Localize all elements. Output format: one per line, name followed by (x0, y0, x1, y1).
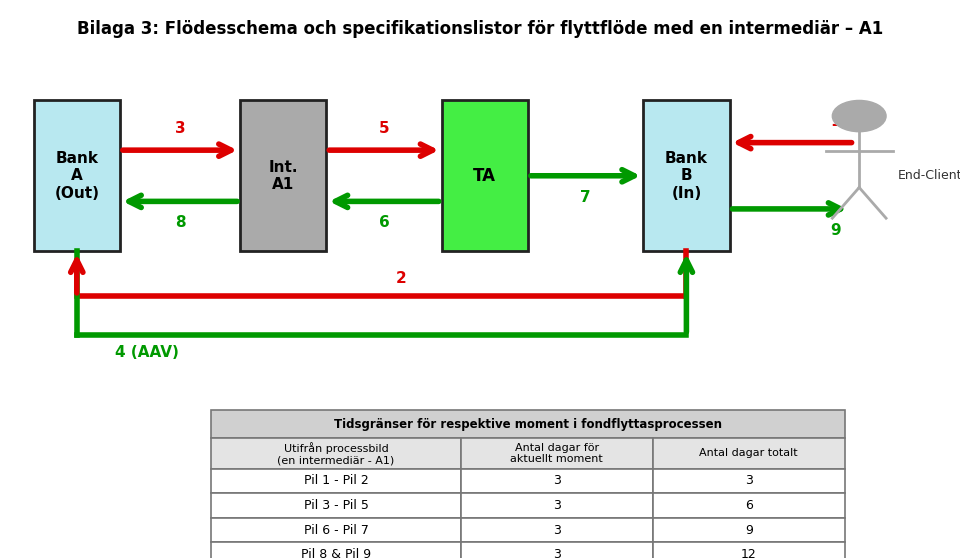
Text: 4 (AAV): 4 (AAV) (115, 345, 180, 360)
Text: Pil 1 - Pil 2: Pil 1 - Pil 2 (303, 474, 369, 488)
FancyBboxPatch shape (653, 469, 845, 493)
FancyBboxPatch shape (211, 518, 461, 542)
FancyBboxPatch shape (653, 542, 845, 558)
FancyBboxPatch shape (34, 100, 120, 251)
FancyBboxPatch shape (653, 518, 845, 542)
FancyBboxPatch shape (461, 542, 653, 558)
Text: Antal dagar för
aktuellt moment: Antal dagar för aktuellt moment (511, 442, 603, 464)
Text: Pil 3 - Pil 5: Pil 3 - Pil 5 (303, 499, 369, 512)
Text: End-Client: End-Client (898, 169, 960, 182)
Text: Pil 6 - Pil 7: Pil 6 - Pil 7 (303, 523, 369, 537)
FancyBboxPatch shape (643, 100, 730, 251)
Circle shape (832, 100, 886, 132)
Text: 1: 1 (830, 114, 840, 129)
Text: 3: 3 (553, 548, 561, 558)
FancyBboxPatch shape (211, 493, 461, 518)
Text: 3: 3 (553, 523, 561, 537)
Text: Bank
A
(Out): Bank A (Out) (55, 151, 99, 201)
Text: Int.
A1: Int. A1 (269, 160, 298, 192)
Text: TA: TA (473, 167, 496, 185)
FancyBboxPatch shape (653, 438, 845, 469)
Text: Tidsgränser för respektive moment i fondflyttasprocessen: Tidsgränser för respektive moment i fond… (334, 417, 722, 431)
Text: 8: 8 (175, 215, 185, 230)
FancyBboxPatch shape (461, 518, 653, 542)
Text: 2: 2 (396, 271, 406, 286)
FancyBboxPatch shape (240, 100, 326, 251)
Text: 3: 3 (553, 474, 561, 488)
FancyBboxPatch shape (461, 438, 653, 469)
FancyBboxPatch shape (211, 542, 461, 558)
Text: Antal dagar totalt: Antal dagar totalt (700, 449, 798, 458)
Text: 9: 9 (745, 523, 753, 537)
Text: 7: 7 (580, 190, 591, 205)
Text: Utifrån processbild
(en intermediär - A1): Utifrån processbild (en intermediär - A1… (277, 441, 395, 465)
FancyBboxPatch shape (211, 410, 845, 438)
FancyBboxPatch shape (442, 100, 528, 251)
Text: 12: 12 (741, 548, 756, 558)
Text: 9: 9 (829, 223, 841, 238)
FancyBboxPatch shape (211, 438, 461, 469)
Text: 3: 3 (553, 499, 561, 512)
FancyBboxPatch shape (461, 469, 653, 493)
Text: 6: 6 (378, 215, 390, 230)
Text: Bank
B
(In): Bank B (In) (665, 151, 708, 201)
Text: 5: 5 (378, 121, 390, 136)
FancyBboxPatch shape (211, 469, 461, 493)
Text: 3: 3 (175, 121, 185, 136)
Text: 3: 3 (745, 474, 753, 488)
FancyBboxPatch shape (653, 493, 845, 518)
Text: Bilaga 3: Flödesschema och specifikationslistor för flyttflöde med en intermediä: Bilaga 3: Flödesschema och specifikation… (77, 20, 883, 37)
FancyBboxPatch shape (461, 493, 653, 518)
Text: Pil 8 & Pil 9: Pil 8 & Pil 9 (300, 548, 372, 558)
Text: 6: 6 (745, 499, 753, 512)
